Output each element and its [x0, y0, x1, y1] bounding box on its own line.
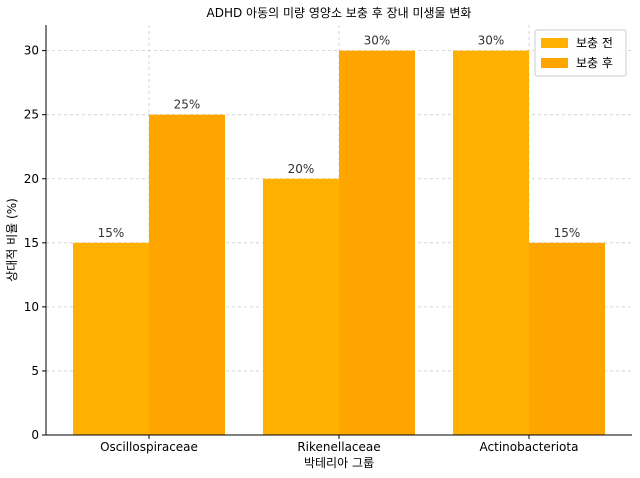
legend-swatch [541, 38, 568, 48]
bar-after [529, 242, 605, 435]
y-axis-label: 상대적 비율 (%) [5, 198, 19, 282]
bar-after [149, 114, 225, 435]
bar-before [263, 178, 339, 435]
y-tick-label: 20 [24, 172, 39, 186]
legend-label: 보충 전 [576, 36, 613, 50]
y-axis-ticks: 0 5 10 15 20 25 30 [24, 44, 46, 442]
data-labels: 15% 20% 30% 25% 30% 15% [98, 34, 581, 240]
data-label: 30% [478, 34, 505, 48]
y-tick-label: 15 [24, 236, 39, 250]
data-label: 15% [98, 226, 125, 240]
x-tick-label: Rikenellaceae [297, 440, 380, 454]
bar-before [453, 50, 529, 435]
y-tick-label: 10 [24, 300, 39, 314]
bar-after [339, 50, 415, 435]
x-tick-label: Oscillospiraceae [100, 440, 198, 454]
bar-before [73, 242, 149, 435]
data-label: 20% [288, 162, 315, 176]
data-label: 15% [554, 226, 581, 240]
legend-swatch [541, 58, 568, 68]
legend-label: 보충 후 [576, 56, 613, 70]
y-tick-label: 25 [24, 108, 39, 122]
y-tick-label: 5 [31, 364, 39, 378]
legend: 보충 전보충 후 [534, 29, 627, 77]
y-tick-label: 0 [31, 428, 39, 442]
chart-title: ADHD 아동의 미량 영양소 보충 후 장내 미생물 변화 [207, 6, 472, 20]
data-label: 30% [364, 34, 391, 48]
data-label: 25% [174, 98, 201, 112]
x-axis-ticks: Oscillospiraceae Rikenellaceae Actinobacte… [100, 435, 578, 454]
x-tick-label: Actinobacteriota [480, 440, 579, 454]
y-tick-label: 30 [24, 44, 39, 58]
bars [73, 50, 605, 435]
x-axis-label: 박테리아 그룹 [304, 456, 374, 470]
